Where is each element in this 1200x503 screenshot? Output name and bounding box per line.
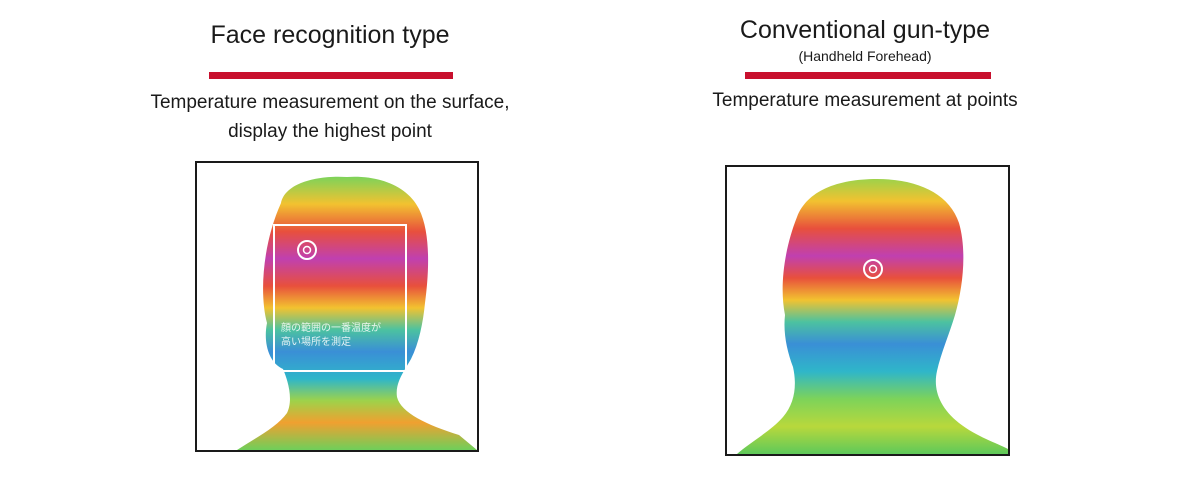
target-marker-icon xyxy=(297,240,317,260)
overlay-text-line1: 顔の範囲の一番温度が xyxy=(281,323,381,334)
left-heatmap-svg xyxy=(237,176,477,450)
head-silhouette xyxy=(237,176,477,450)
right-thermal-figure xyxy=(725,165,1010,456)
head-silhouette xyxy=(737,179,1008,454)
target-marker-icon xyxy=(863,259,883,279)
left-title: Face recognition type xyxy=(210,21,450,49)
right-title: Conventional gun-type xyxy=(739,16,991,44)
left-thermal-figure: 顔の範囲の一番温度が 高い場所を測定 xyxy=(195,161,479,452)
overlay-text-line2: 高い場所を測定 xyxy=(281,337,351,348)
left-title-underline xyxy=(209,72,453,79)
right-description: Temperature measurement at points xyxy=(712,90,1018,111)
right-subtitle: (Handheld Forehead) xyxy=(798,48,932,64)
right-heatmap-svg xyxy=(737,179,1008,454)
right-title-underline xyxy=(745,72,991,79)
left-description-line2: display the highest point xyxy=(228,121,432,142)
left-description-line1: Temperature measurement on the surface, xyxy=(150,92,510,113)
face-detection-box xyxy=(273,224,407,372)
